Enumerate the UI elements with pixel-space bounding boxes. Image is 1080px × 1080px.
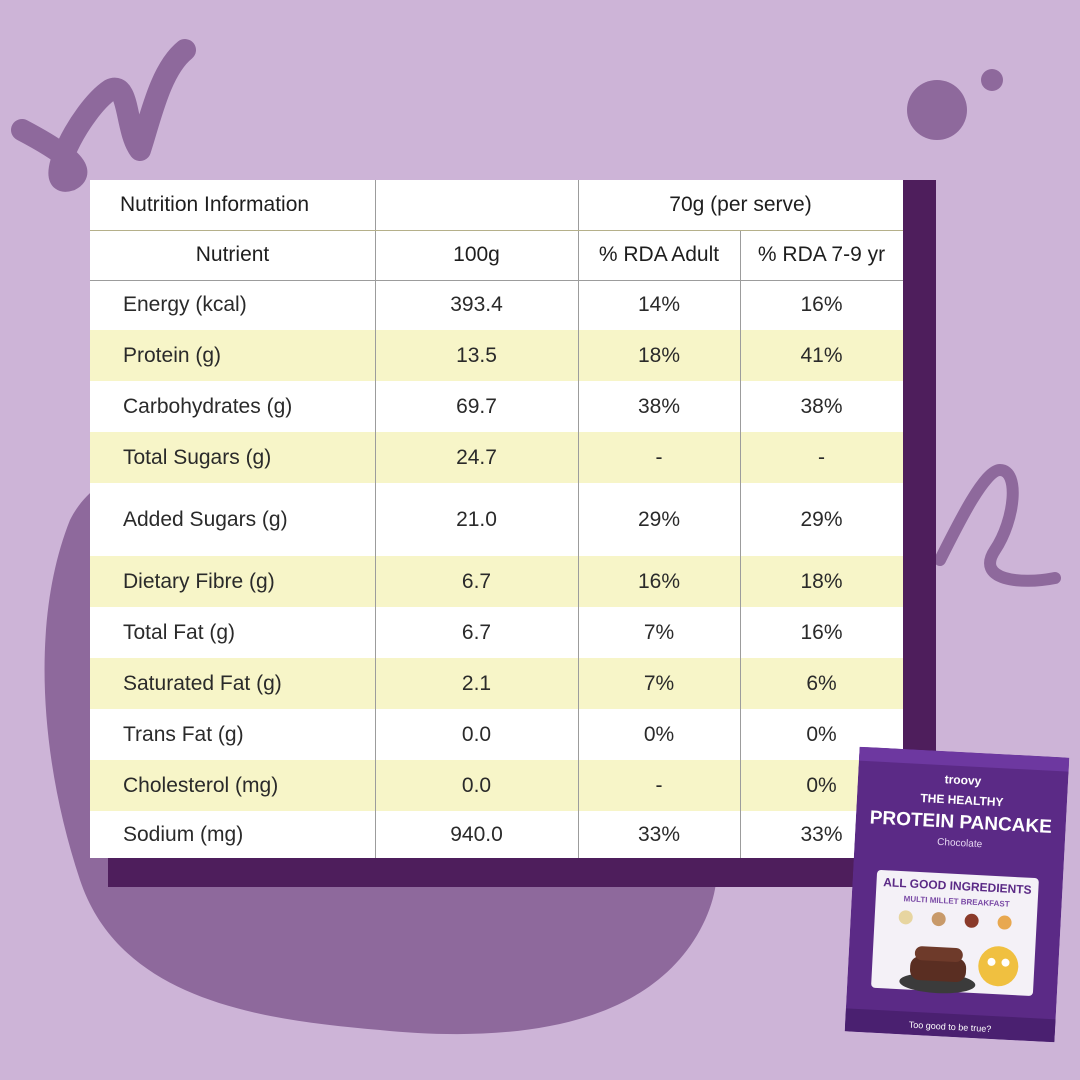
- rda-child-value: 33%: [800, 822, 843, 846]
- rda-adult-value: 16%: [637, 569, 681, 593]
- rda-child-value: 16%: [800, 293, 843, 316]
- nutrient-label: Total Sugars (g): [123, 445, 272, 469]
- table-title: Nutrition Information: [120, 193, 310, 216]
- rda-adult-value: 29%: [637, 507, 681, 531]
- nutrition-table: Nutrition Information 70g (per serve) Nu…: [90, 180, 903, 858]
- per-100g-value: 13.5: [456, 343, 497, 367]
- package-brand: troovy: [944, 772, 982, 788]
- nutrient-label: Added Sugars (g): [123, 507, 288, 531]
- rda-adult-value: 33%: [637, 822, 681, 846]
- nutrient-label: Total Fat (g): [123, 620, 236, 644]
- column-divider: [375, 180, 376, 858]
- rda-adult-value: -: [655, 773, 663, 797]
- nutrient-label: Carbohydrates (g): [123, 394, 293, 418]
- per-100g-value: 0.0: [461, 722, 492, 746]
- package-flavor: Chocolate: [937, 837, 983, 850]
- nutrient-label: Saturated Fat (g): [123, 671, 282, 695]
- package-line1: THE HEALTHY: [920, 791, 1004, 809]
- serve-header: 70g (per serve): [669, 193, 812, 216]
- column-header-row: Nutrient 100g % RDA Adult % RDA 7-9 yr: [90, 230, 903, 280]
- rda-child-value: 0%: [806, 773, 837, 797]
- per-100g-value: 6.7: [461, 569, 492, 593]
- rda-adult-value: 7%: [643, 620, 675, 644]
- column-header-100g: 100g: [453, 243, 500, 266]
- empty-header-cell: [375, 180, 578, 230]
- nutrient-label: Dietary Fibre (g): [123, 569, 275, 593]
- rda-child-value: -: [818, 445, 825, 469]
- rda-adult-value: 0%: [643, 722, 675, 746]
- nutrient-label: Sodium (mg): [123, 822, 244, 846]
- per-100g-value: 2.1: [461, 671, 492, 695]
- per-100g-value: 0.0: [461, 773, 492, 797]
- nutrient-label: Protein (g): [123, 343, 222, 367]
- nutrient-label: Trans Fat (g): [123, 722, 244, 746]
- rda-adult-value: -: [655, 445, 663, 469]
- per-100g-value: 69.7: [456, 394, 497, 418]
- rda-child-value: 29%: [800, 507, 843, 531]
- rda-child-value: 6%: [806, 671, 837, 695]
- table-row: Total Sugars (g) 24.7 - -: [90, 432, 903, 483]
- circle-small: [981, 69, 1003, 91]
- table-row: Added Sugars (g) 21.0 29% 29%: [90, 483, 903, 556]
- curl-scribble: [934, 463, 1061, 587]
- nutrient-label: Energy (kcal): [123, 293, 247, 316]
- table-row: Energy (kcal) 393.4 14% 16%: [90, 280, 903, 330]
- column-divider: [740, 230, 741, 858]
- rda-adult-value: 14%: [637, 293, 681, 316]
- table-row: Dietary Fibre (g) 6.7 16% 18%: [90, 556, 903, 607]
- table-row: Protein (g) 13.5 18% 41%: [90, 330, 903, 381]
- per-100g-value: 21.0: [456, 507, 497, 531]
- squiggle-scribble: [11, 39, 196, 192]
- package-tagline: Too good to be true?: [909, 1020, 992, 1034]
- rda-child-value: 0%: [806, 722, 837, 746]
- header-divider: [90, 230, 903, 231]
- per-100g-value: 6.7: [461, 620, 492, 644]
- rda-child-value: 18%: [800, 569, 843, 593]
- table-row: Total Fat (g) 6.7 7% 16%: [90, 607, 903, 658]
- table-row: Saturated Fat (g) 2.1 7% 6%: [90, 658, 903, 709]
- rda-adult-value: 18%: [637, 343, 681, 367]
- table-row: Cholesterol (mg) 0.0 - 0%: [90, 760, 903, 811]
- circle-large: [907, 80, 967, 140]
- per-100g-value: 393.4: [450, 293, 503, 316]
- rda-child-value: 38%: [800, 394, 843, 418]
- rda-adult-value: 38%: [637, 394, 681, 418]
- table-title-row: Nutrition Information 70g (per serve): [90, 180, 903, 230]
- table-row: Trans Fat (g) 0.0 0% 0%: [90, 709, 903, 760]
- per-100g-value: 24.7: [456, 445, 497, 469]
- table-row: Carbohydrates (g) 69.7 38% 38%: [90, 381, 903, 432]
- product-package: troovy THE HEALTHY PROTEIN PANCAKE Choco…: [844, 746, 1070, 1043]
- column-header-rda-adult: % RDA Adult: [598, 243, 720, 266]
- nutrient-label: Cholesterol (mg): [123, 773, 279, 797]
- per-100g-value: 940.0: [450, 822, 503, 846]
- column-header-rda-child: % RDA 7-9 yr: [757, 243, 886, 266]
- table-row: Sodium (mg) 940.0 33% 33%: [90, 811, 903, 858]
- header-divider: [90, 280, 903, 281]
- rda-child-value: 16%: [800, 620, 843, 644]
- rda-adult-value: 7%: [643, 671, 675, 695]
- rda-child-value: 41%: [800, 343, 843, 367]
- column-divider: [578, 180, 579, 858]
- column-header-nutrient: Nutrient: [195, 243, 270, 266]
